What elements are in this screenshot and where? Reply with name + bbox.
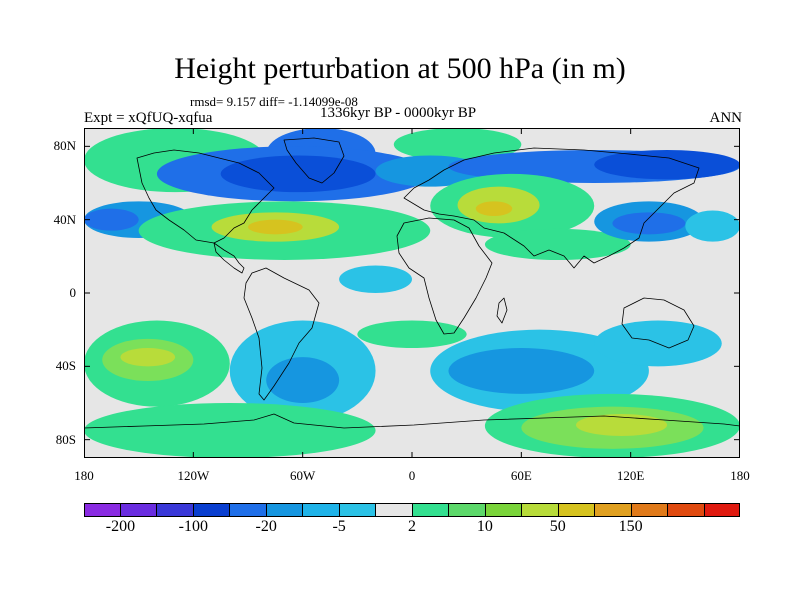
coastline-australia <box>621 297 695 349</box>
colorbar-swatch <box>303 503 340 517</box>
coastline-eurasia <box>403 147 700 269</box>
latitude-tick-label: 80S <box>55 431 76 447</box>
coastline-south-america <box>243 267 320 401</box>
colorbar-swatch <box>266 503 303 517</box>
period-label: 1336kyr BP - 0000kyr BP <box>320 105 477 121</box>
colorbar-label: -200 <box>105 518 136 535</box>
contour-region <box>266 357 340 403</box>
colorbar-swatch <box>485 503 522 517</box>
colorbar-label: 10 <box>476 518 493 535</box>
season-label: ANN <box>709 110 743 126</box>
longitude-tick-label: 0 <box>408 468 416 483</box>
contour-region <box>576 414 668 436</box>
contour-region <box>84 403 376 458</box>
colorbar <box>84 503 740 517</box>
colorbar-swatch <box>704 503 740 517</box>
coastline-central-america <box>213 242 245 274</box>
latitude-tick-label: 40N <box>53 211 76 227</box>
contour-region <box>594 150 740 180</box>
contour-region <box>220 155 376 193</box>
contour-region <box>393 128 522 161</box>
colorbar-swatch <box>84 503 121 517</box>
colorbar-swatch <box>230 503 267 517</box>
colorbar-swatch <box>339 503 376 517</box>
latitude-tick-label: 0 <box>69 285 77 300</box>
longitude-tick-label: 120W <box>177 468 210 483</box>
coastline-layer <box>84 137 740 429</box>
coastline-north-america <box>136 149 275 244</box>
coastline-antarctica <box>84 413 740 429</box>
coastline-madagascar <box>496 297 508 324</box>
contour-region <box>685 210 740 242</box>
contour-region <box>448 348 595 394</box>
colorbar-swatch <box>595 503 632 517</box>
colorbar-label: -20 <box>255 518 277 535</box>
colorbar-swatch <box>631 503 668 517</box>
map-ticks <box>84 128 740 458</box>
colorbar-swatch <box>193 503 230 517</box>
coastline-africa <box>396 217 493 335</box>
longitude-tick-label: 60E <box>510 468 532 483</box>
colorbar-swatch <box>376 503 413 517</box>
colorbar-swatch <box>668 503 705 517</box>
plot-title: Height perturbation at 500 hPa (in m) <box>174 52 626 85</box>
longitude-tick-label: 180 <box>730 468 750 483</box>
colorbar-outline <box>84 503 740 517</box>
colorbar-swatch <box>412 503 449 517</box>
contour-region <box>84 208 139 231</box>
longitude-tick-label: 120E <box>616 468 645 483</box>
experiment-label: Expt = xQfUQ-xqfua <box>84 110 213 126</box>
contour-region <box>484 228 631 260</box>
contour-region <box>248 219 303 235</box>
contour-region <box>475 201 513 216</box>
colorbar-label: -5 <box>332 518 346 535</box>
colorbar-swatch <box>449 503 486 517</box>
longitude-tick-label: 180 <box>74 468 94 483</box>
contour-region <box>357 320 467 348</box>
longitude-tick-label: 60W <box>290 468 316 483</box>
latitude-tick-label: 80N <box>53 138 76 154</box>
contour-region <box>339 265 412 293</box>
colorbar-swatch <box>558 503 595 517</box>
colorbar-label: 2 <box>408 518 416 535</box>
colorbar-label: 50 <box>549 518 566 535</box>
contour-region <box>612 212 686 235</box>
coastline-greenland <box>283 137 345 184</box>
latitude-tick-label: 40S <box>55 358 76 374</box>
colorbar-label: 150 <box>618 518 643 535</box>
colorbar-swatch <box>522 503 559 517</box>
colorbar-label: -100 <box>178 518 208 535</box>
map-panel <box>84 128 740 458</box>
colorbar-swatch <box>157 503 194 517</box>
colorbar-swatch <box>120 503 157 517</box>
contour-region <box>120 348 176 367</box>
contour-fill-layer <box>84 128 740 458</box>
stats-label: rmsd= 9.157 diff= -1.14099e-08 <box>190 94 358 109</box>
